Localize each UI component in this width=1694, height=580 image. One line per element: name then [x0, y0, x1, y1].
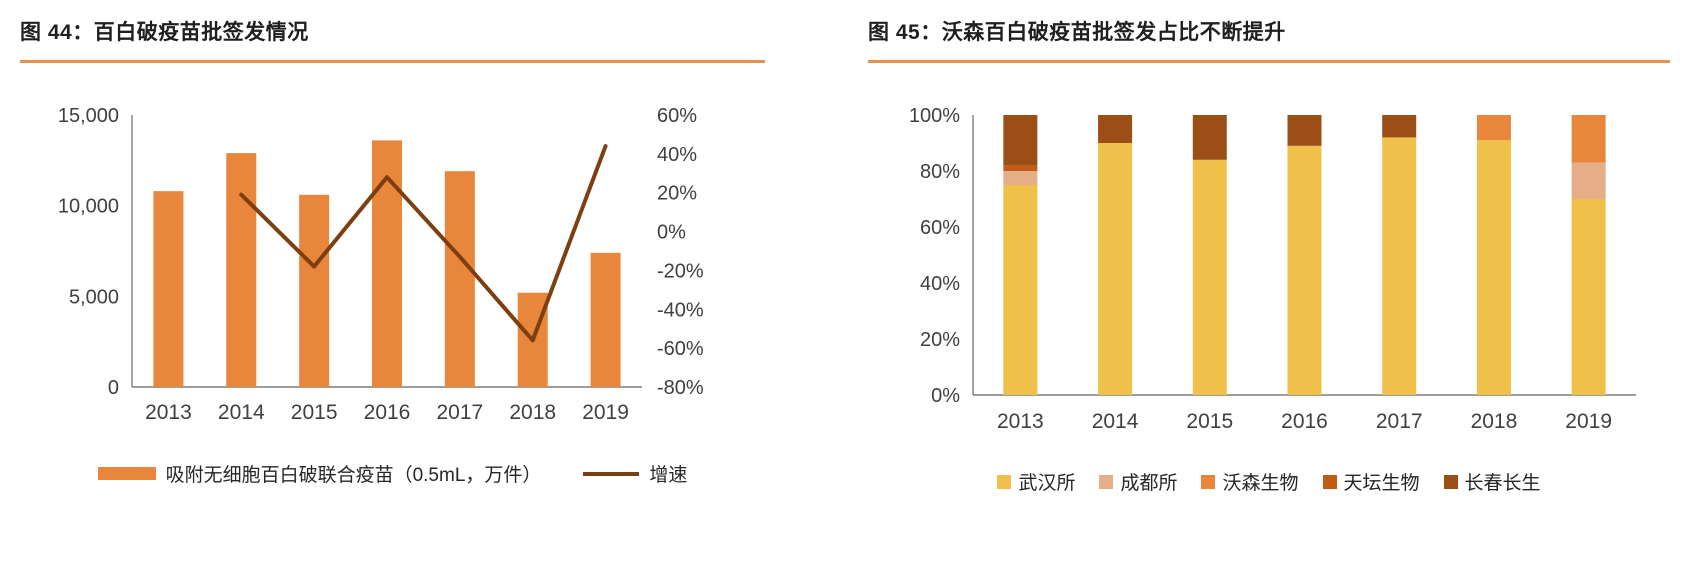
stack-segment-2017 [1382, 115, 1417, 138]
x-axis-tick-label: 2017 [436, 401, 483, 424]
legend-item-bar-series: 吸附无细胞百白破联合疫苗（0.5mL，万件） [97, 460, 542, 487]
legend-item-chengdu: 成都所 [1099, 468, 1177, 495]
legend-item-changsheng: 长春长生 [1443, 468, 1541, 495]
legend-item-line-series: 增速 [583, 460, 687, 487]
stack-segment-2019 [1571, 115, 1606, 163]
x-axis-tick-label: 2016 [1281, 410, 1328, 433]
combo-chart-canvas: 0 5,000 10,000 15,000 -80% -60% -40% -20% 0% 20% 4… [58, 105, 704, 424]
right-axis-tick-label: -60% [657, 338, 704, 360]
x-axis-tick-label: 2019 [1565, 410, 1612, 433]
right-axis-tick-label: -20% [657, 260, 704, 282]
bar-2015 [299, 194, 330, 387]
tiantan-label: 天坛生物 [1343, 473, 1420, 494]
figure-45: 图 45：沃森百白破疫苗批签发占比不断提升 0% 20% 40% 60% 80% 100%… [868, 12, 1670, 495]
x-axis-tick-label: 2013 [997, 410, 1044, 433]
x-axis-tick-label: 2014 [1092, 410, 1139, 433]
bar-2014 [226, 153, 257, 387]
legend-item-watson: 沃森生物 [1201, 468, 1299, 495]
stack-segment-2016 [1287, 145, 1322, 395]
figure-44-title-rule [20, 60, 765, 63]
stack-segment-2019 [1571, 162, 1606, 199]
stack-segment-2013 [1003, 171, 1038, 185]
bar-series-swatch [97, 467, 156, 480]
growth-line [239, 144, 608, 343]
watson-label: 沃森生物 [1222, 473, 1299, 494]
y-axis-tick-label: 100% [909, 105, 960, 127]
y-axis-tick-label: 0% [931, 385, 960, 407]
figure-44-legend: 吸附无细胞百白破联合疫苗（0.5mL，万件） 增速 [20, 460, 765, 487]
stack-segment-2018 [1476, 115, 1511, 141]
wuhan-label: 武汉所 [1018, 473, 1076, 494]
line-series-label: 增速 [649, 465, 688, 486]
x-axis-tick-label: 2013 [145, 401, 192, 424]
y-axis-tick-label: 20% [920, 329, 960, 351]
figure-45-title: 图 45：沃森百白破疫苗批签发占比不断提升 [868, 21, 1286, 44]
left-axis-tick-label: 10,000 [58, 196, 119, 218]
bar-series-label: 吸附无细胞百白破联合疫苗（0.5mL，万件） [165, 465, 542, 486]
line-series-swatch [583, 471, 640, 476]
report-figures-row: 图 44：百白破疫苗批签发情况 0 5,000 10,000 15,000 -80% -6… [20, 12, 1670, 495]
legend-item-tiantan: 天坛生物 [1322, 468, 1420, 495]
right-axis-tick-label: 40% [657, 144, 697, 166]
figure-45-legend: 武汉所 成都所 沃森生物 天坛生物 长春长生 [868, 468, 1670, 495]
x-axis-tick-label: 2018 [509, 401, 556, 424]
stack-segment-2018 [1476, 140, 1511, 395]
tiantan-swatch [1322, 474, 1337, 489]
changsheng-swatch [1443, 474, 1458, 489]
figure-44-title: 图 44：百白破疫苗批签发情况 [20, 21, 309, 44]
changsheng-label: 长春长生 [1464, 473, 1541, 494]
stack-segment-2017 [1382, 137, 1417, 395]
chengdu-label: 成都所 [1120, 473, 1178, 494]
figure-44: 图 44：百白破疫苗批签发情况 0 5,000 10,000 15,000 -80% -6… [20, 12, 765, 495]
bar-2017 [444, 171, 475, 387]
stack-segment-2013 [1003, 165, 1038, 171]
bar-2019 [590, 252, 621, 387]
x-axis-tick-label: 2017 [1376, 410, 1423, 433]
watson-swatch [1201, 474, 1216, 489]
chengdu-swatch [1099, 474, 1114, 489]
stack-segment-2015 [1192, 115, 1227, 160]
right-axis-tick-label: -80% [657, 377, 704, 399]
figure-45-title-rule [868, 60, 1670, 63]
y-axis-tick-label: 60% [920, 217, 960, 239]
right-axis-tick-label: 60% [657, 105, 697, 127]
right-axis-tick-label: 20% [657, 183, 697, 205]
stack-segment-2019 [1571, 199, 1606, 395]
figure-44-chart: 0 5,000 10,000 15,000 -80% -60% -40% -20% 0% 20% 4… [20, 103, 765, 448]
stack-segment-2014 [1098, 115, 1133, 143]
x-axis-tick-label: 2014 [218, 401, 265, 424]
y-axis-tick-label: 40% [920, 273, 960, 295]
stack-segment-2013 [1003, 185, 1038, 395]
bar-2016 [372, 140, 402, 387]
stack-segment-2013 [1003, 115, 1038, 166]
right-axis-tick-label: 0% [657, 222, 686, 244]
left-axis-tick-label: 5,000 [69, 286, 119, 308]
stack-segment-2015 [1192, 159, 1227, 395]
stack-segment-2014 [1098, 143, 1133, 395]
left-axis-tick-label: 0 [108, 377, 119, 399]
bar-2013 [153, 191, 184, 387]
x-axis-tick-label: 2015 [1186, 410, 1233, 433]
left-axis-tick-label: 15,000 [58, 105, 119, 127]
legend-item-wuhan: 武汉所 [997, 468, 1075, 495]
figure-45-chart: 0% 20% 40% 60% 80% 100% 2013 2014 2015 2016 2017 20… [868, 103, 1670, 456]
y-axis-tick-label: 80% [920, 161, 960, 183]
stacked-chart-canvas: 0% 20% 40% 60% 80% 100% 2013 2014 2015 2016 2017 20… [909, 105, 1636, 433]
x-axis-tick-label: 2019 [582, 401, 629, 424]
x-axis-tick-label: 2018 [1471, 410, 1518, 433]
x-axis-tick-label: 2016 [364, 401, 411, 424]
x-axis-tick-label: 2015 [291, 401, 338, 424]
right-axis-tick-label: -40% [657, 299, 704, 321]
stack-segment-2016 [1287, 115, 1322, 146]
wuhan-swatch [997, 474, 1012, 489]
